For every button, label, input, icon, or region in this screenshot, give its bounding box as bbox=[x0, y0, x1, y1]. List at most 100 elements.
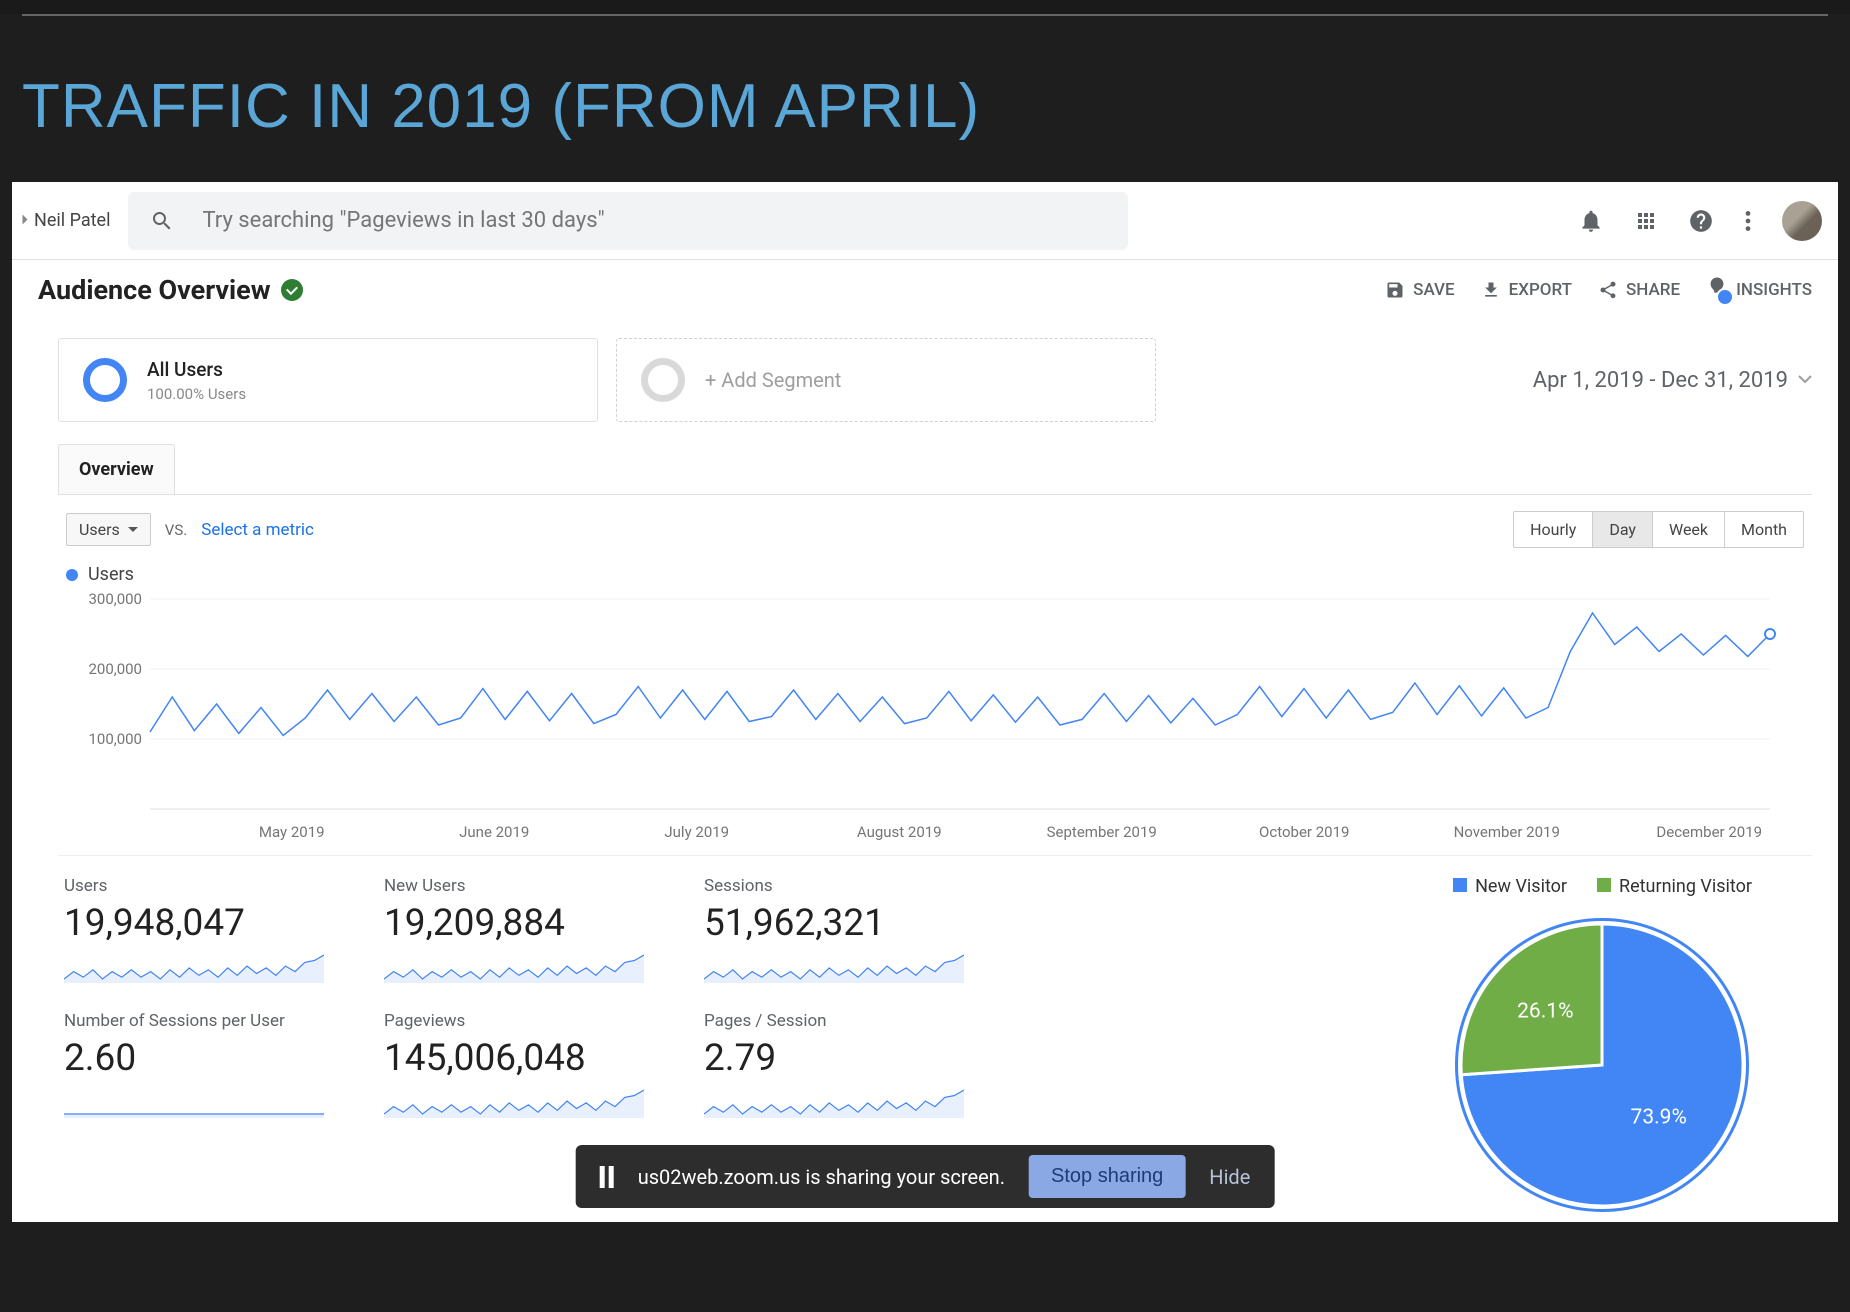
caret-down-icon bbox=[128, 527, 138, 532]
divider bbox=[58, 855, 1812, 856]
metrics-grid: Users 19,948,047 New Users 19,209,884 Sessio… bbox=[58, 876, 994, 1122]
avatar[interactable] bbox=[1782, 201, 1822, 241]
date-range-picker[interactable]: Apr 1, 2019 - Dec 31, 2019 bbox=[1533, 368, 1812, 393]
save-label: SAVE bbox=[1413, 280, 1454, 300]
svg-text:100,000: 100,000 bbox=[88, 730, 142, 748]
add-segment-label: + Add Segment bbox=[705, 368, 841, 392]
segment-circle-icon bbox=[641, 358, 685, 402]
granularity-hourly[interactable]: Hourly bbox=[1514, 512, 1593, 547]
segment-all-users[interactable]: All Users 100.00% Users bbox=[58, 338, 598, 422]
svg-text:July 2019: July 2019 bbox=[664, 823, 729, 841]
share-label: SHARE bbox=[1626, 280, 1680, 300]
search-placeholder: Try searching "Pageviews in last 30 days… bbox=[202, 208, 604, 233]
account-label[interactable]: Neil Patel bbox=[34, 210, 110, 231]
sparkline bbox=[704, 1084, 964, 1118]
metric-value: 2.79 bbox=[704, 1037, 994, 1080]
sparkline bbox=[704, 949, 964, 983]
metric-value: 145,006,048 bbox=[384, 1037, 674, 1080]
metric-label: Number of Sessions per User bbox=[64, 1011, 354, 1031]
export-label: EXPORT bbox=[1509, 280, 1572, 300]
zoom-share-text: us02web.zoom.us is sharing your screen. bbox=[638, 1165, 1005, 1189]
bell-icon[interactable] bbox=[1578, 208, 1604, 234]
chevron-down-icon bbox=[1798, 375, 1812, 385]
share-icon bbox=[1598, 280, 1618, 300]
slide-divider bbox=[22, 14, 1828, 16]
export-icon bbox=[1481, 280, 1501, 300]
pause-icon[interactable] bbox=[600, 1166, 614, 1188]
metric-value: 19,209,884 bbox=[384, 902, 674, 945]
svg-text:October 2019: October 2019 bbox=[1259, 823, 1349, 841]
insights-button[interactable]: INSIGHTS bbox=[1706, 277, 1812, 304]
segment-circle-icon bbox=[83, 358, 127, 402]
legend-swatch-icon bbox=[1597, 878, 1611, 892]
sparkline bbox=[384, 949, 644, 983]
segment-title: All Users bbox=[147, 358, 246, 381]
sparkline bbox=[384, 1084, 644, 1118]
metric-value: 51,962,321 bbox=[704, 902, 994, 945]
search-input[interactable]: Try searching "Pageviews in last 30 days… bbox=[128, 192, 1128, 250]
pie-legend-item: New Visitor bbox=[1453, 876, 1567, 897]
search-icon bbox=[150, 209, 174, 233]
visitor-pie-chart: 73.9% 26.1% bbox=[1452, 915, 1752, 1215]
granularity-week[interactable]: Week bbox=[1653, 512, 1725, 547]
zoom-share-bar: us02web.zoom.us is sharing your screen. … bbox=[576, 1145, 1275, 1208]
granularity-toggle: HourlyDayWeekMonth bbox=[1513, 511, 1804, 548]
share-button[interactable]: SHARE bbox=[1598, 280, 1680, 300]
svg-text:August 2019: August 2019 bbox=[857, 823, 942, 841]
svg-text:November 2019: November 2019 bbox=[1454, 823, 1560, 841]
metric-card: Number of Sessions per User 2.60 bbox=[64, 1011, 354, 1122]
select-metric-link[interactable]: Select a metric bbox=[201, 520, 314, 540]
svg-text:300,000: 300,000 bbox=[88, 590, 142, 608]
slide-title: TRAFFIC IN 2019 (FROM APRIL) bbox=[22, 71, 1850, 142]
export-button[interactable]: EXPORT bbox=[1481, 280, 1572, 300]
pie-legend: New Visitor Returning Visitor bbox=[1452, 876, 1752, 897]
primary-metric-label: Users bbox=[79, 520, 120, 539]
metric-label: Pages / Session bbox=[704, 1011, 994, 1031]
legend-swatch-icon bbox=[1453, 878, 1467, 892]
legend-label: Users bbox=[88, 564, 134, 585]
segment-subtitle: 100.00% Users bbox=[147, 385, 246, 403]
granularity-month[interactable]: Month bbox=[1725, 512, 1803, 547]
pie-legend-item: Returning Visitor bbox=[1597, 876, 1752, 897]
svg-text:26.1%: 26.1% bbox=[1517, 1000, 1573, 1024]
svg-text:May 2019: May 2019 bbox=[259, 823, 325, 841]
metric-label: New Users bbox=[384, 876, 674, 896]
hide-link[interactable]: Hide bbox=[1209, 1165, 1250, 1189]
svg-text:December 2019: December 2019 bbox=[1656, 823, 1762, 841]
svg-text:200,000: 200,000 bbox=[88, 660, 142, 678]
ga-topbar: Neil Patel Try searching "Pageviews in l… bbox=[12, 182, 1838, 260]
tab-overview[interactable]: Overview bbox=[58, 444, 175, 494]
sparkline bbox=[64, 949, 324, 983]
page-title: Audience Overview bbox=[38, 274, 271, 306]
svg-text:73.9%: 73.9% bbox=[1631, 1105, 1687, 1129]
users-line-chart: 100,000 200,000 300,000 May 2019 June 2019 Ju… bbox=[58, 589, 1812, 849]
metric-card: New Users 19,209,884 bbox=[384, 876, 674, 987]
help-icon[interactable] bbox=[1688, 208, 1714, 234]
date-range-label: Apr 1, 2019 - Dec 31, 2019 bbox=[1533, 368, 1788, 393]
metric-value: 19,948,047 bbox=[64, 902, 354, 945]
metric-label: Sessions bbox=[704, 876, 994, 896]
metric-label: Users bbox=[64, 876, 354, 896]
metric-value: 2.60 bbox=[64, 1037, 354, 1080]
save-button[interactable]: SAVE bbox=[1385, 280, 1454, 300]
primary-metric-select[interactable]: Users bbox=[66, 513, 151, 546]
insights-icon bbox=[1706, 277, 1728, 304]
chart-legend: Users bbox=[58, 554, 1812, 589]
more-icon[interactable] bbox=[1744, 208, 1752, 234]
save-icon bbox=[1385, 280, 1405, 300]
vs-label: VS. bbox=[165, 521, 187, 539]
ga-screenshot: Neil Patel Try searching "Pageviews in l… bbox=[12, 182, 1838, 1222]
add-segment-button[interactable]: + Add Segment bbox=[616, 338, 1156, 422]
insights-label: INSIGHTS bbox=[1736, 280, 1812, 300]
apps-icon[interactable] bbox=[1634, 209, 1658, 233]
metric-card: Users 19,948,047 bbox=[64, 876, 354, 987]
stop-sharing-button[interactable]: Stop sharing bbox=[1029, 1155, 1185, 1198]
metric-card: Pages / Session 2.79 bbox=[704, 1011, 994, 1122]
legend-dot-icon bbox=[66, 569, 78, 581]
verified-icon bbox=[281, 279, 303, 301]
metric-card: Sessions 51,962,321 bbox=[704, 876, 994, 987]
metric-label: Pageviews bbox=[384, 1011, 674, 1031]
sparkline bbox=[64, 1084, 324, 1118]
svg-text:June 2019: June 2019 bbox=[459, 823, 529, 841]
granularity-day[interactable]: Day bbox=[1593, 512, 1653, 547]
